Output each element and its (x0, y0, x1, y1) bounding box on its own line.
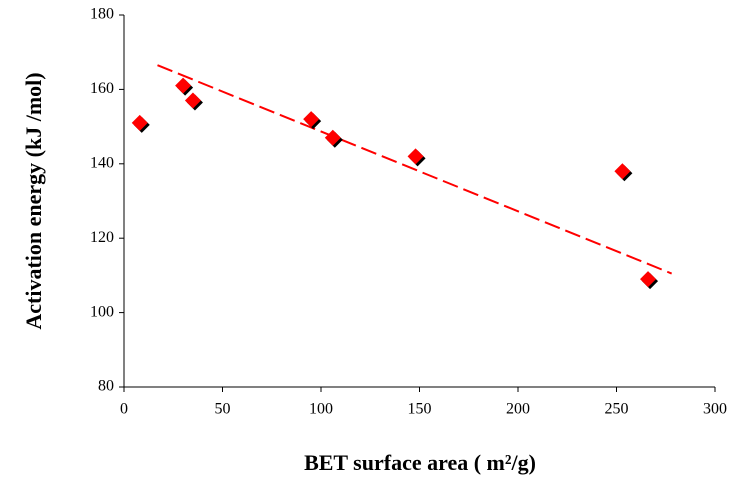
marker (640, 271, 657, 288)
marker (324, 129, 341, 146)
marker (184, 92, 201, 109)
x-axis-label: BET surface area ( m²/g) (304, 450, 536, 475)
y-tick-label: 100 (90, 303, 114, 320)
y-tick-label: 140 (90, 154, 114, 171)
marker (131, 114, 148, 131)
y-axis-label: Activation energy (kJ /mol) (21, 72, 46, 329)
x-tick-label: 250 (605, 401, 629, 418)
marker (175, 77, 192, 94)
y-tick-label: 160 (90, 80, 114, 97)
x-tick-label: 200 (506, 401, 530, 418)
marker (407, 148, 424, 165)
x-tick-label: 100 (309, 401, 333, 418)
y-tick-label: 180 (90, 6, 114, 23)
x-tick-label: 50 (215, 401, 231, 418)
marker (614, 163, 631, 180)
y-tick-label: 120 (90, 229, 114, 246)
x-tick-label: 0 (120, 401, 128, 418)
trend-line (157, 64, 673, 275)
marker (303, 111, 320, 128)
y-tick-label: 80 (98, 378, 114, 395)
x-tick-label: 150 (408, 401, 432, 418)
x-tick-label: 300 (703, 401, 727, 418)
